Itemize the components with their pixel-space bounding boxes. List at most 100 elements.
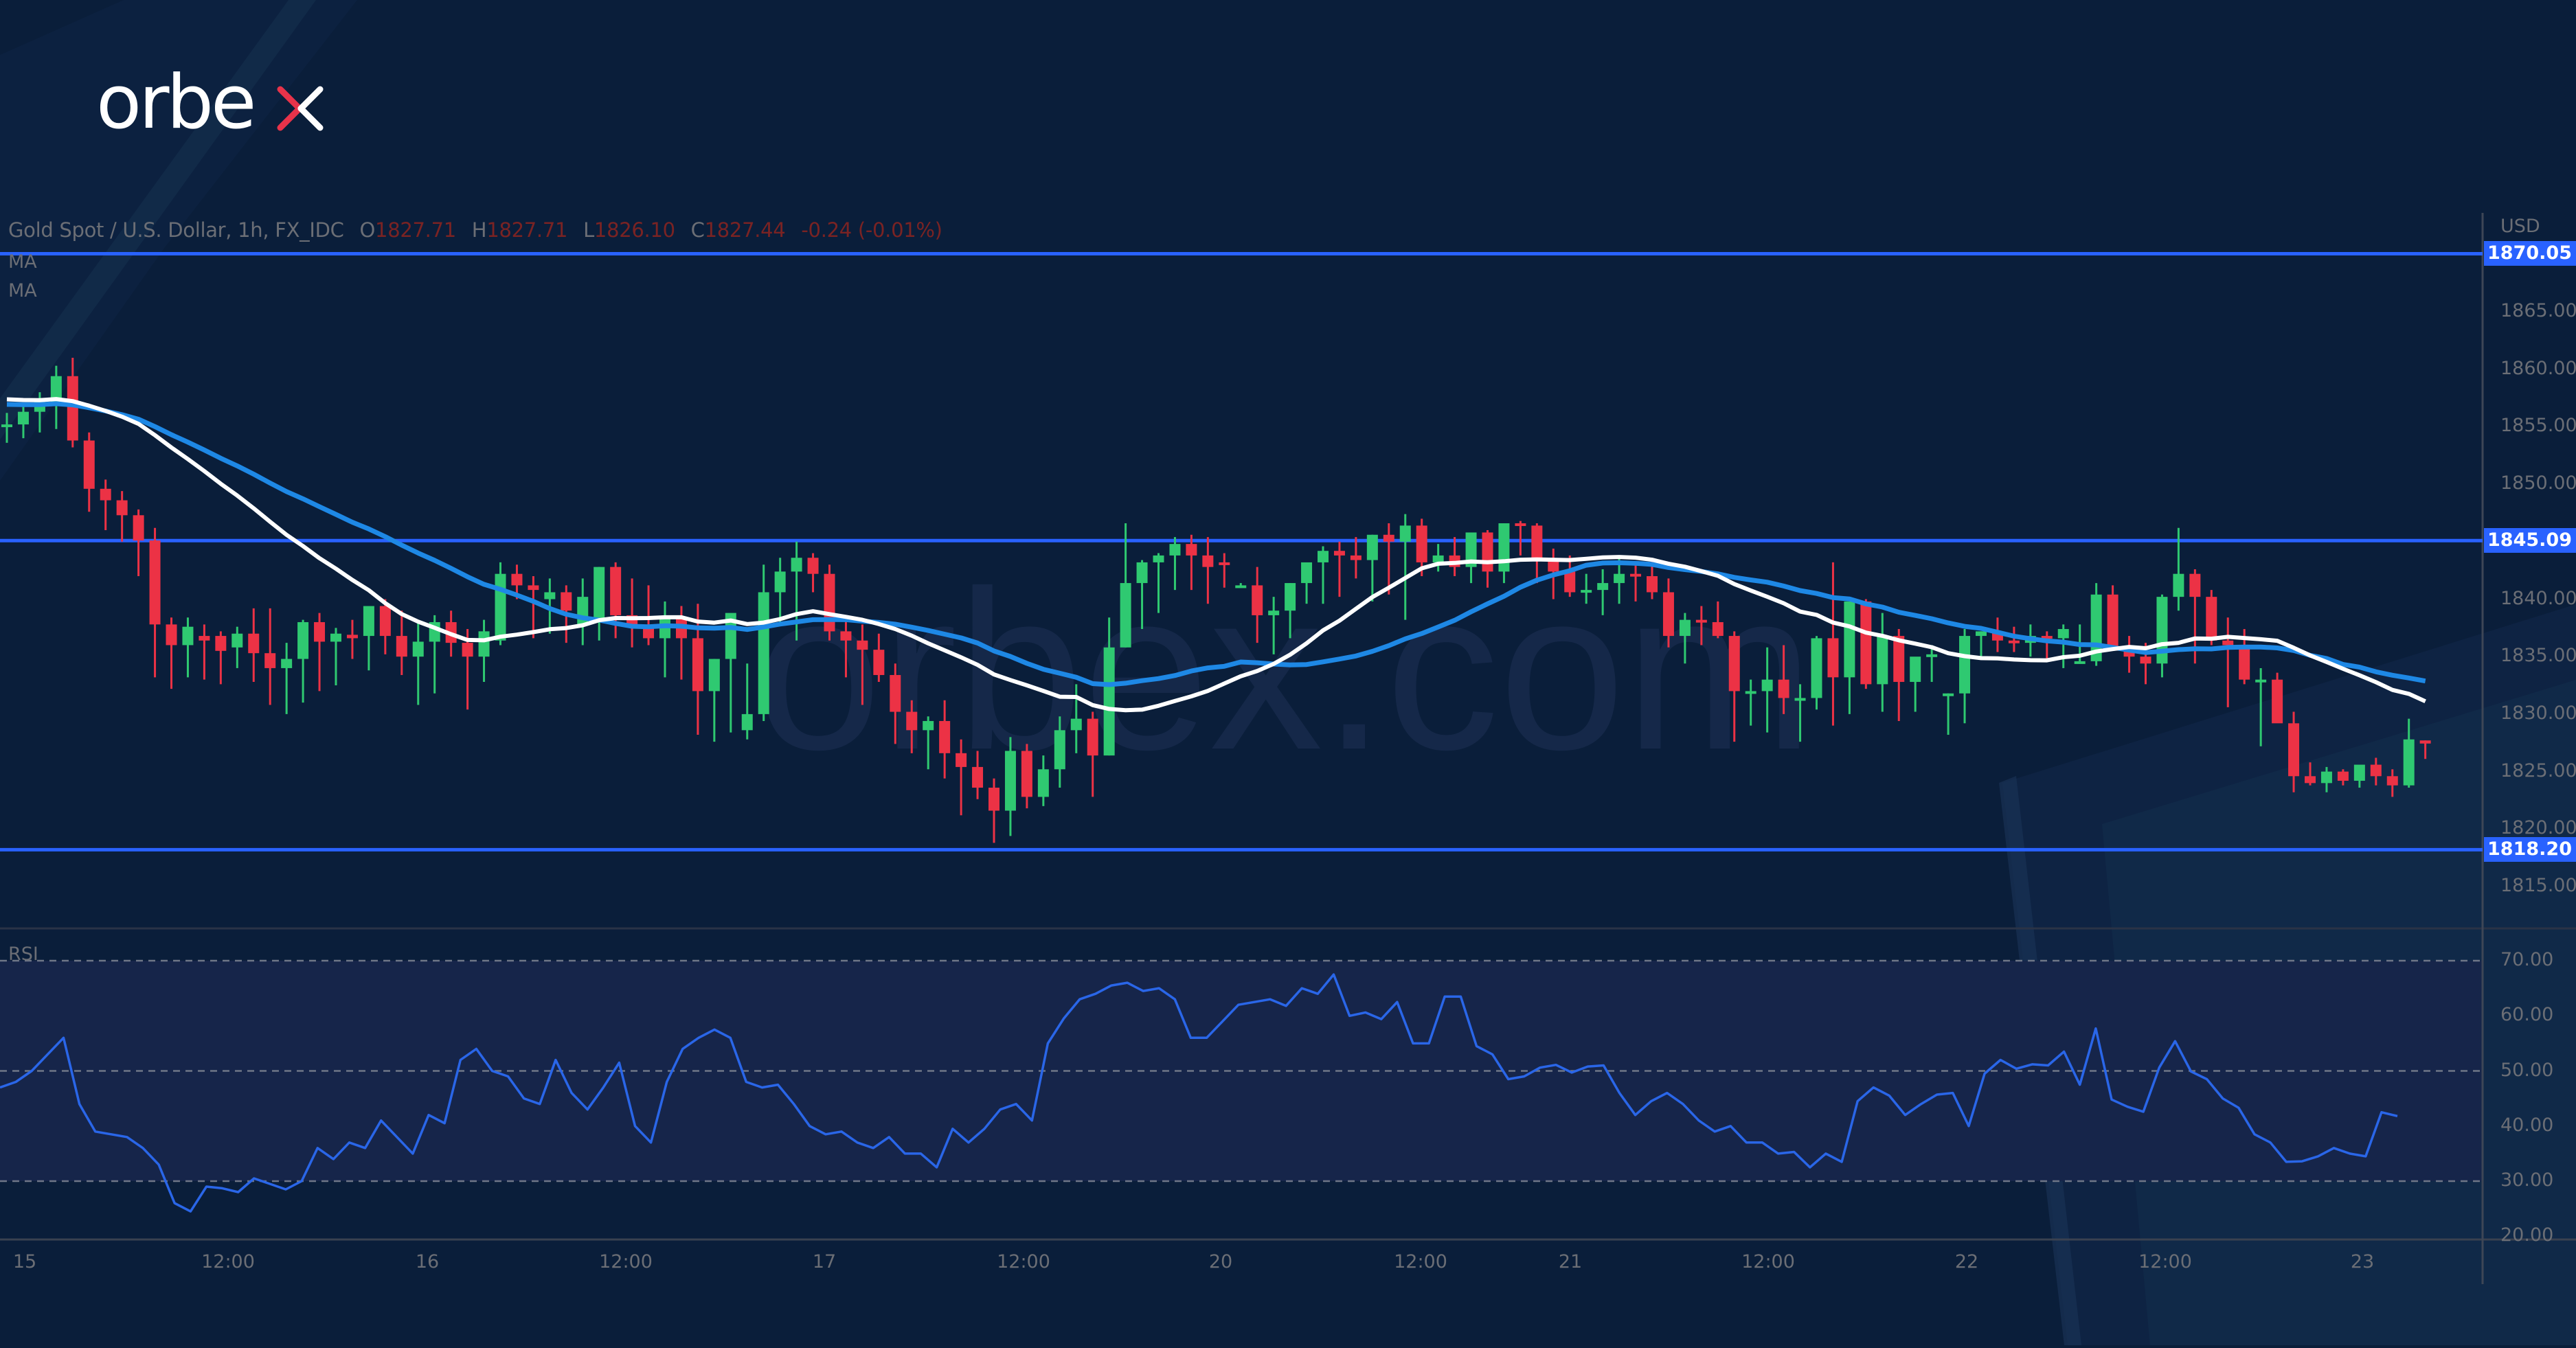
candle bbox=[939, 720, 951, 753]
candle bbox=[857, 640, 868, 650]
candle bbox=[83, 440, 95, 489]
candle bbox=[824, 573, 835, 632]
candle bbox=[1268, 610, 1280, 615]
candle bbox=[2239, 645, 2250, 680]
candle bbox=[1153, 555, 1164, 562]
candle bbox=[1581, 590, 1592, 593]
candle bbox=[1432, 555, 1444, 562]
candle bbox=[1482, 532, 1493, 572]
candle bbox=[2107, 594, 2119, 650]
candle bbox=[2386, 776, 2398, 786]
candle bbox=[1285, 583, 1296, 611]
candle bbox=[264, 653, 276, 668]
candle bbox=[2337, 771, 2349, 781]
time-tick: 20 bbox=[1208, 1251, 1233, 1272]
candle bbox=[774, 571, 786, 593]
candle bbox=[2320, 771, 2332, 784]
candle bbox=[1515, 523, 1526, 527]
candle bbox=[149, 540, 161, 625]
time-tick: 12:00 bbox=[1394, 1251, 1447, 1272]
candle bbox=[1662, 592, 1674, 637]
low-key: L bbox=[583, 218, 594, 242]
candle bbox=[1794, 698, 1806, 701]
ma-slow-line bbox=[6, 401, 2426, 687]
candle bbox=[1021, 751, 1032, 797]
symbol-name: Gold Spot / U.S. Dollar, 1h, FX_IDC bbox=[8, 218, 344, 242]
time-tick: 12:00 bbox=[1741, 1251, 1795, 1272]
candle bbox=[1695, 619, 1707, 623]
candle bbox=[1778, 679, 1789, 698]
price-tick: 1860.00 bbox=[2500, 357, 2576, 379]
ma-slow-legend[interactable]: MA bbox=[8, 280, 37, 301]
candle bbox=[1399, 525, 1411, 542]
candle bbox=[2222, 640, 2234, 646]
candle bbox=[1976, 631, 1987, 637]
candle bbox=[1761, 679, 1773, 692]
candle bbox=[1120, 583, 1131, 648]
level-tag: 1845.09 bbox=[2484, 528, 2576, 553]
candle bbox=[1, 424, 12, 428]
candle bbox=[1004, 751, 1016, 811]
price-tick: 1830.00 bbox=[2500, 702, 2576, 724]
candle bbox=[1827, 638, 1839, 678]
time-tick: 16 bbox=[415, 1251, 440, 1272]
candle bbox=[643, 626, 655, 639]
candle bbox=[199, 636, 210, 641]
time-tick: 17 bbox=[812, 1251, 837, 1272]
price-tick: 1820.00 bbox=[2500, 817, 2576, 839]
candle bbox=[890, 674, 901, 712]
candle bbox=[314, 621, 326, 642]
close-value: 1827.44 bbox=[704, 218, 786, 242]
candle bbox=[1252, 585, 1263, 615]
candle bbox=[544, 592, 556, 599]
price-tick: 1835.00 bbox=[2500, 645, 2576, 667]
price-tick: 1855.00 bbox=[2500, 415, 2576, 437]
candle bbox=[396, 636, 407, 657]
candle bbox=[2206, 597, 2217, 641]
candle bbox=[412, 641, 424, 657]
candle bbox=[1926, 654, 1938, 657]
candle bbox=[379, 606, 391, 637]
candle bbox=[1877, 636, 1888, 685]
candle bbox=[330, 633, 341, 642]
rsi-guide-lines bbox=[0, 959, 2483, 1183]
time-tick: 12:00 bbox=[997, 1251, 1050, 1272]
candle bbox=[1745, 691, 1756, 694]
candle bbox=[297, 621, 309, 659]
candle bbox=[67, 376, 78, 441]
candle bbox=[1548, 560, 1559, 572]
candle bbox=[231, 633, 243, 648]
time-tick: 12:00 bbox=[201, 1251, 255, 1272]
candle bbox=[1465, 532, 1477, 567]
rsi-legend[interactable]: RSI bbox=[8, 944, 38, 965]
ma-fast-legend[interactable]: MA bbox=[8, 251, 37, 273]
candle bbox=[346, 635, 358, 639]
candle bbox=[791, 558, 802, 572]
time-tick: 21 bbox=[1558, 1251, 1583, 1272]
candle bbox=[1728, 636, 1740, 692]
candle bbox=[2189, 573, 2201, 597]
candle bbox=[1860, 601, 1872, 685]
time-tick: 22 bbox=[1954, 1251, 1979, 1272]
candle bbox=[1054, 730, 1065, 770]
high-key: H bbox=[471, 218, 487, 242]
candle bbox=[2353, 764, 2365, 781]
candle bbox=[1893, 636, 1905, 683]
candle bbox=[708, 659, 720, 692]
candle bbox=[988, 788, 999, 811]
candle bbox=[1811, 638, 1822, 698]
change-value: -0.24 (-0.01%) bbox=[801, 218, 942, 242]
candle bbox=[923, 720, 934, 731]
candle bbox=[182, 626, 194, 646]
horizontal-levels[interactable] bbox=[0, 251, 2483, 852]
close-key: C bbox=[690, 218, 705, 242]
candle bbox=[478, 631, 490, 657]
candle bbox=[1910, 656, 1921, 683]
rsi-tick: 60.00 bbox=[2500, 1004, 2554, 1026]
candle bbox=[2008, 640, 2020, 643]
symbol-legend[interactable]: Gold Spot / U.S. Dollar, 1h, FX_IDC O182… bbox=[8, 218, 942, 242]
candle bbox=[1235, 585, 1247, 589]
candle bbox=[1219, 562, 1230, 565]
candle bbox=[2255, 679, 2267, 683]
